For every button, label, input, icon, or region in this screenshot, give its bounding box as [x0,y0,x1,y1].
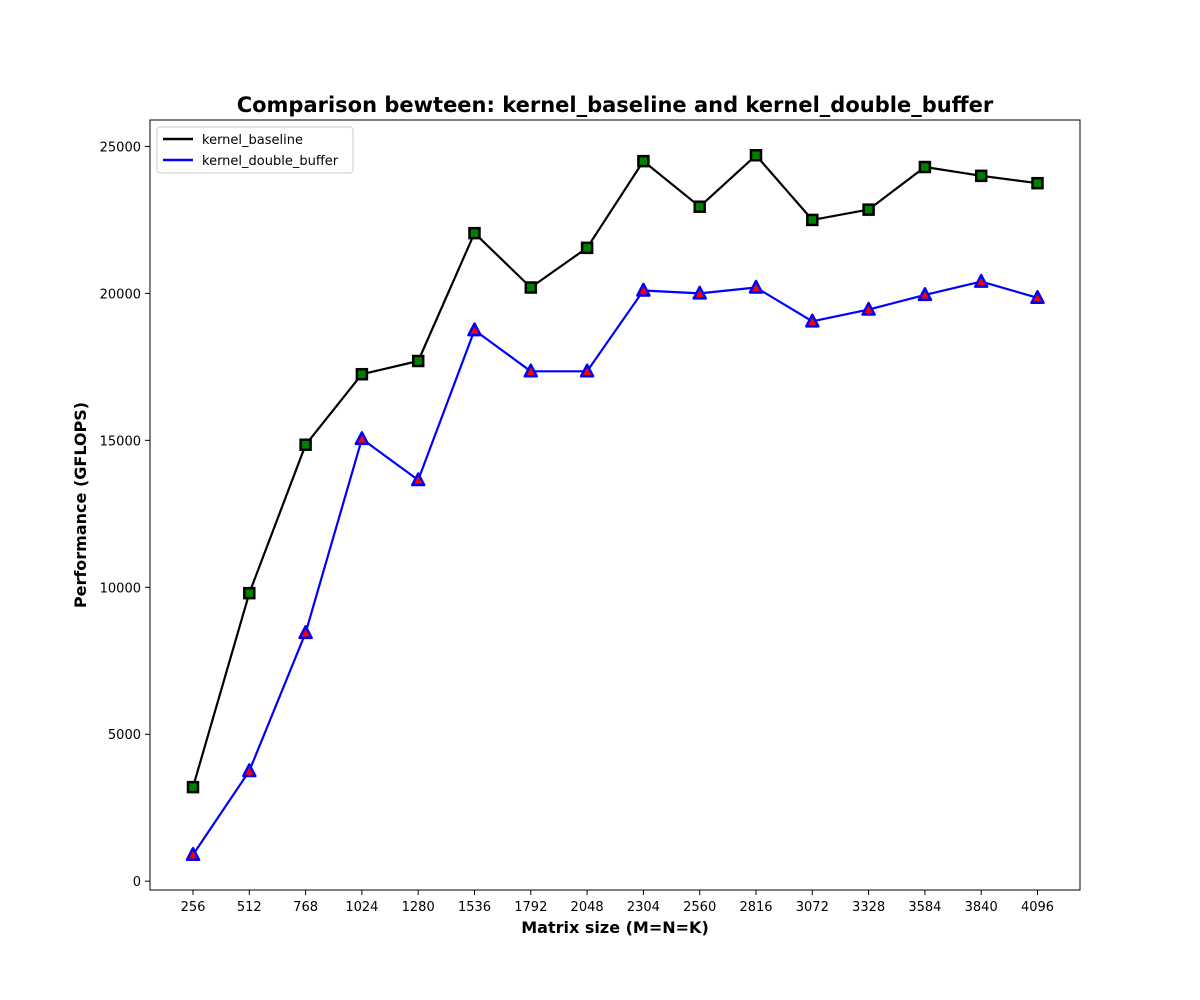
legend-label-kernel-baseline: kernel_baseline [202,133,303,148]
y-tick-label: 10000 [100,581,141,596]
data-point-kernel-baseline [693,200,706,213]
data-point-kernel-baseline [749,149,763,162]
x-tick-label: 768 [293,900,318,915]
data-point-kernel-baseline [862,203,875,216]
x-tick-label: 1280 [402,900,435,915]
series-line-kernel-double-buffer [192,280,1038,856]
y-axis-label: Performance (GFLOPS) [71,402,90,608]
data-point-kernel-double-buffer [973,273,989,288]
y-tick-label: 0 [133,875,141,890]
y-tick-label: 15000 [100,434,141,449]
data-point-kernel-double-buffer [748,279,764,294]
chart-title: Comparison bewteen: kernel_baseline and … [237,93,994,117]
data-point-kernel-baseline [524,281,538,294]
x-tick-label: 4096 [1021,900,1054,915]
data-point-kernel-baseline [1031,176,1044,190]
y-tick-label: 20000 [100,287,141,302]
x-tick-label: 2048 [571,900,604,915]
series-line-kernel-baseline [191,154,1038,788]
plot-lines [191,154,1038,856]
data-point-kernel-double-buffer [242,763,257,778]
x-tick-label: 512 [237,900,262,915]
x-axis: 256 512 768 1024 1280 1536 1792 2048 2304 2560 281… [181,890,1054,915]
data-point-kernel-baseline [243,586,256,600]
data-point-kernel-baseline [186,780,200,794]
x-axis-label: Matrix size (M=N=K) [521,918,709,937]
x-tick-label: 2816 [739,900,772,915]
data-point-kernel-double-buffer [354,431,370,446]
x-tick-label: 3328 [852,900,885,915]
data-point-kernel-baseline [918,160,932,174]
data-point-kernel-double-buffer [523,363,539,378]
x-tick-label: 3584 [908,900,941,915]
data-point-kernel-double-buffer [579,363,595,378]
plot-markers [185,149,1045,861]
x-tick-label: 256 [181,900,206,915]
data-point-kernel-double-buffer [185,846,201,861]
legend-box [156,126,354,174]
data-point-kernel-double-buffer [636,282,651,297]
data-point-kernel-baseline [355,367,369,381]
x-tick-label: 1536 [458,900,491,915]
data-point-kernel-double-buffer [917,287,933,302]
data-point-kernel-double-buffer [805,313,820,328]
data-point-kernel-double-buffer [1030,290,1045,305]
data-point-kernel-double-buffer [692,285,707,300]
data-point-kernel-double-buffer [410,472,426,487]
x-tick-label: 1024 [345,900,378,915]
y-tick-label: 25000 [100,140,141,155]
data-point-kernel-baseline [411,354,425,368]
data-point-kernel-baseline [637,154,650,168]
data-point-kernel-baseline [299,438,312,452]
data-point-kernel-baseline [806,213,819,227]
data-point-kernel-double-buffer [861,301,876,316]
data-point-kernel-double-buffer [298,625,313,640]
x-tick-label: 2304 [627,900,660,915]
y-axis: 0 5000 10000 15000 20000 25000 [100,140,150,890]
data-point-kernel-baseline [580,241,594,255]
x-tick-label: 1792 [514,900,547,915]
legend-label-kernel-double-buffer: kernel_double_buffer [202,154,339,169]
data-point-kernel-baseline [974,169,988,183]
plot-frame [149,119,1081,891]
x-tick-label: 3840 [965,900,998,915]
legend: kernel_baseline kernel_double_buffer [156,126,354,174]
x-tick-label: 3072 [796,900,829,915]
data-point-kernel-baseline [468,226,481,240]
x-tick-label: 2560 [683,900,716,915]
y-tick-label: 5000 [108,728,141,743]
data-point-kernel-double-buffer [467,322,482,337]
